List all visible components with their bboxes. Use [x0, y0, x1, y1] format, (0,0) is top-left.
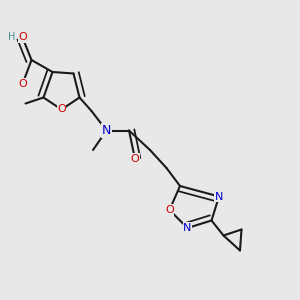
Text: H: H — [8, 32, 16, 43]
Text: O: O — [165, 205, 174, 215]
Text: N: N — [215, 191, 223, 202]
Text: O: O — [18, 32, 27, 43]
Text: O: O — [57, 104, 66, 115]
Text: N: N — [183, 223, 192, 233]
Text: N: N — [102, 124, 111, 137]
Text: O: O — [130, 154, 140, 164]
Text: O: O — [18, 79, 27, 89]
